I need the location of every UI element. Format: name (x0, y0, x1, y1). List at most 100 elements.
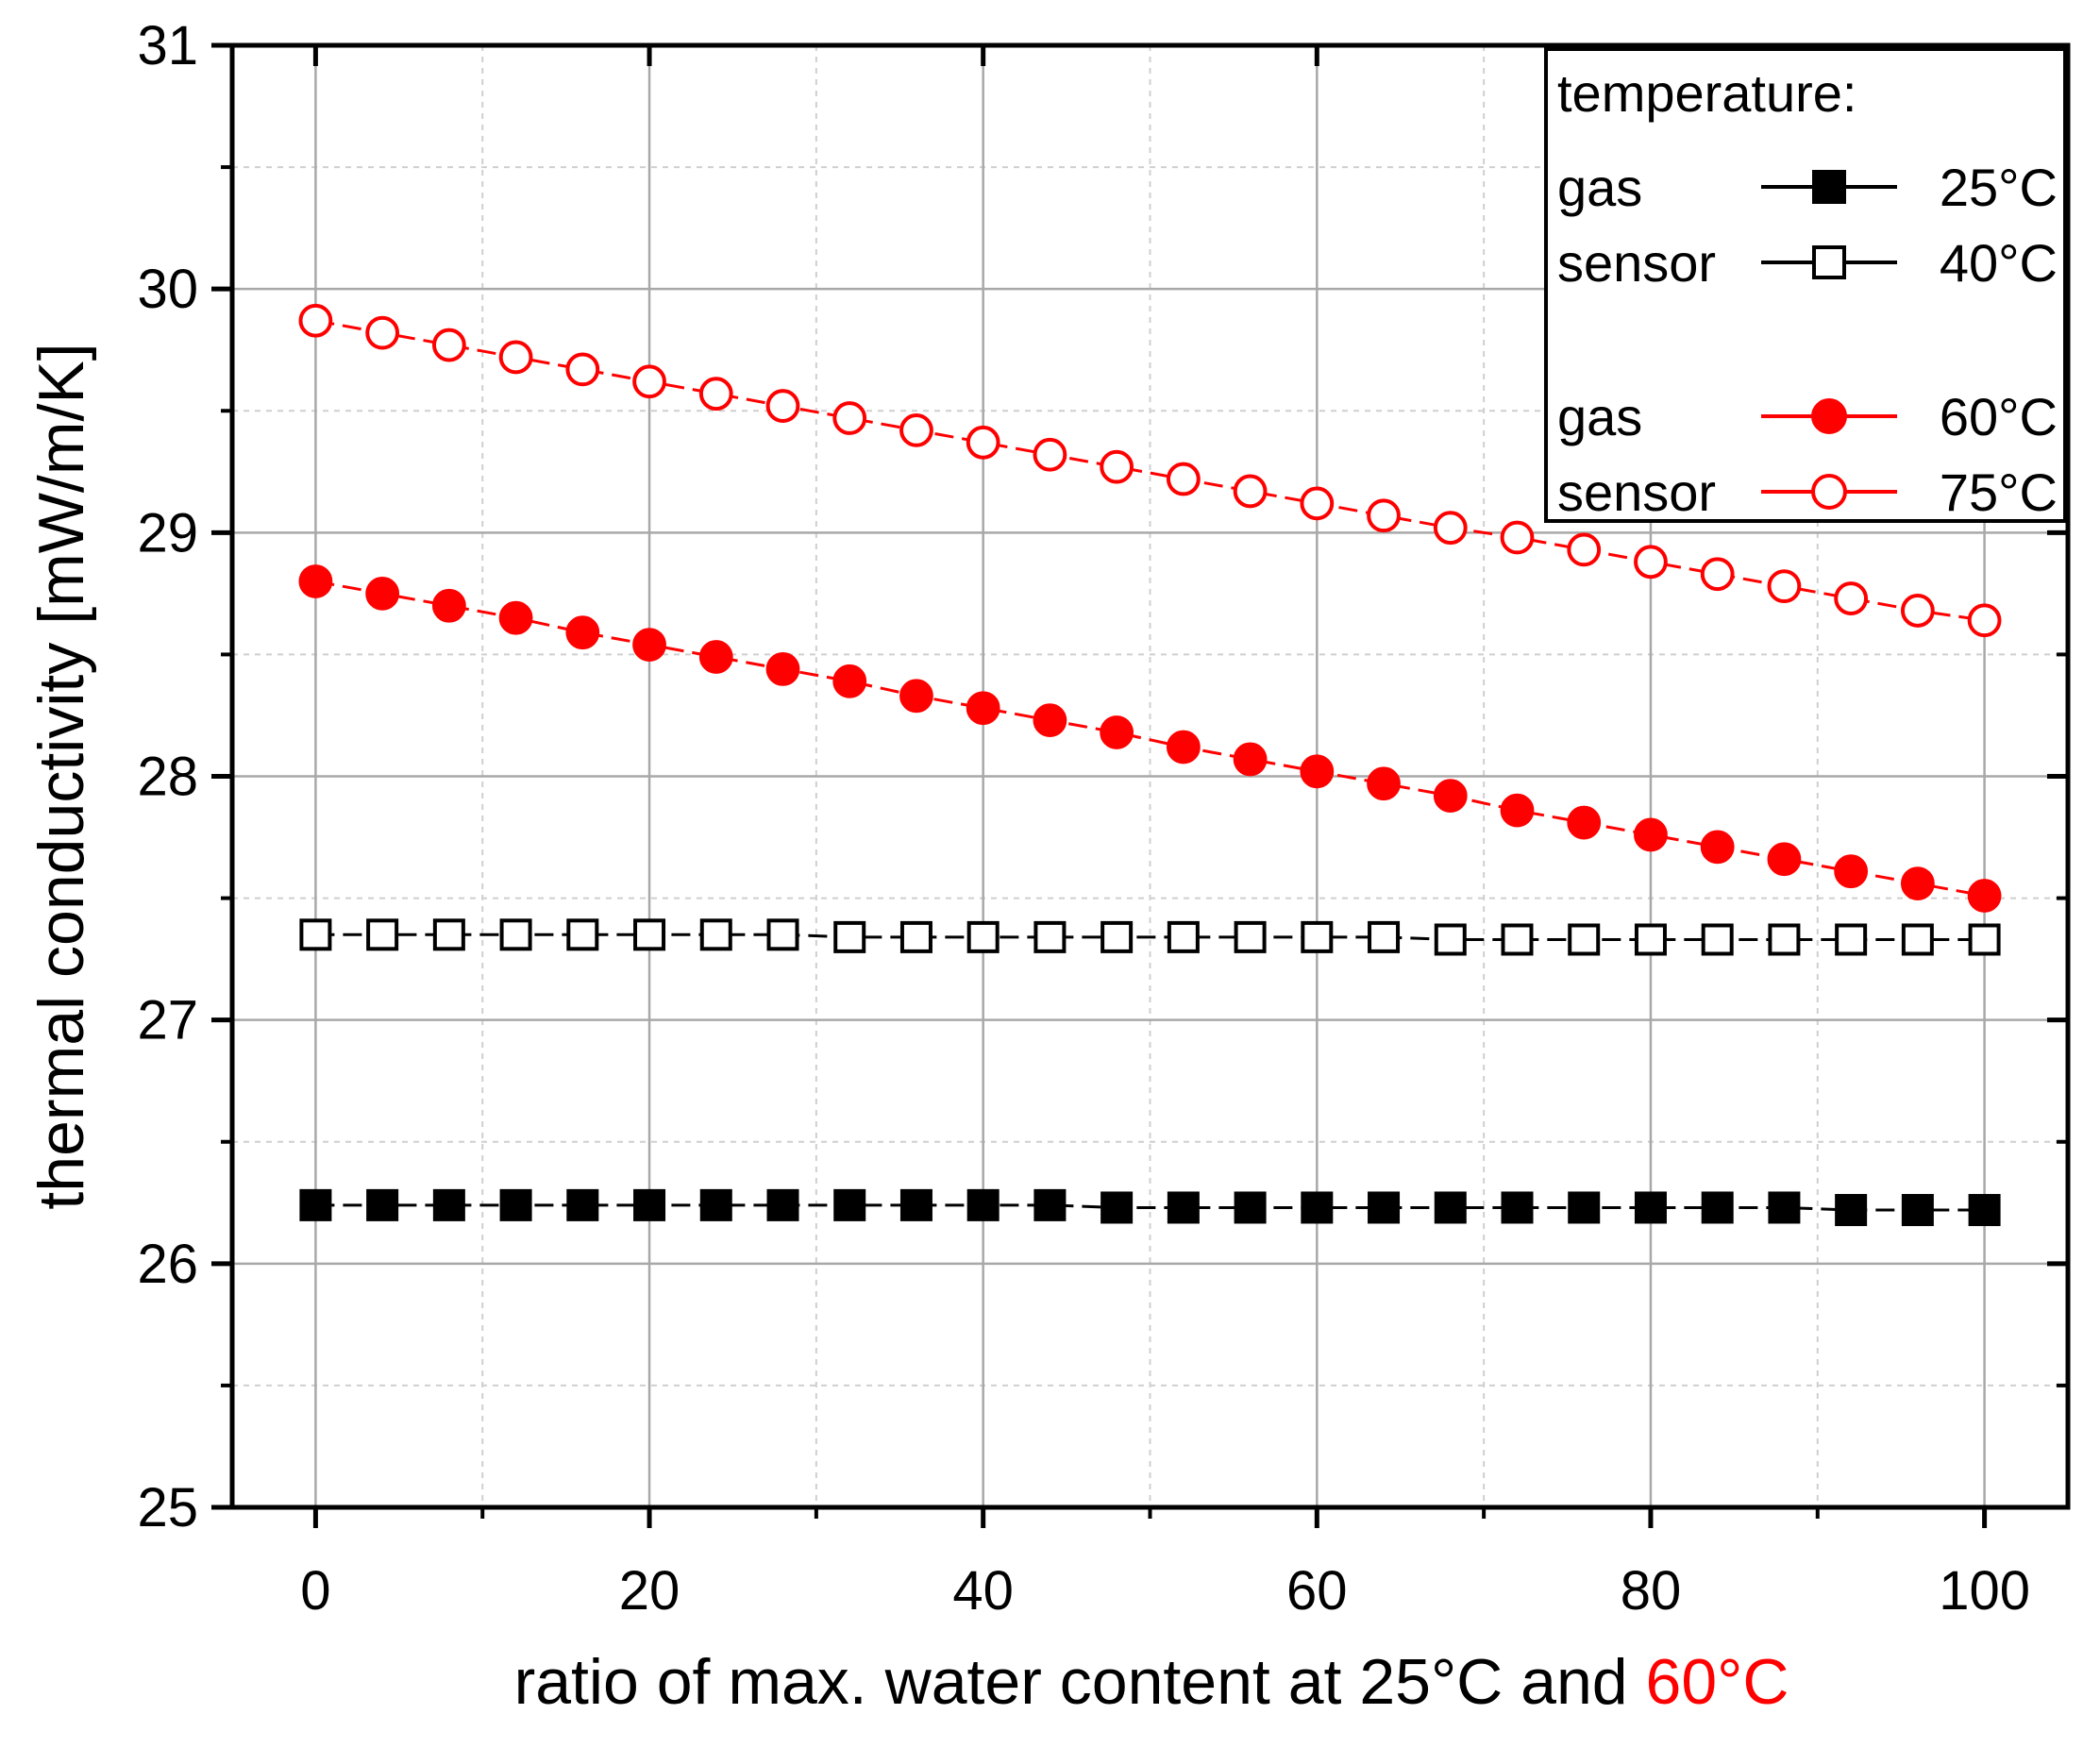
y-tick-label: 30 (137, 259, 198, 320)
data-point (1567, 532, 1602, 567)
series-1 (299, 918, 2001, 956)
data-point (1368, 1191, 1401, 1224)
data-point (833, 920, 866, 953)
data-point (498, 600, 533, 635)
data-point (1634, 923, 1667, 956)
data-point (765, 389, 800, 423)
data-point (1967, 879, 2002, 913)
data-point (1233, 742, 1268, 777)
data-point (1167, 1191, 1200, 1224)
data-point (365, 315, 400, 350)
data-point (1300, 754, 1335, 789)
data-point (1367, 498, 1401, 533)
data-point (699, 1188, 732, 1221)
x-tick-label: 100 (1939, 1560, 2030, 1622)
legend-marker (1811, 474, 1847, 510)
y-tick-label: 25 (137, 1477, 198, 1538)
y-tick-label: 31 (137, 15, 198, 76)
x-tick-label: 80 (1621, 1560, 1682, 1622)
data-point (1301, 920, 1334, 953)
legend-entry-label: gas (1557, 387, 1642, 446)
data-point (832, 664, 867, 698)
data-point (1033, 703, 1067, 738)
data-point (298, 303, 333, 338)
data-point (1367, 766, 1401, 801)
data-point (566, 1188, 599, 1221)
data-point (1100, 1191, 1134, 1224)
data-point (1166, 462, 1201, 496)
data-point (366, 918, 399, 951)
data-point (1100, 715, 1134, 749)
data-point (1501, 1191, 1534, 1224)
data-point (1500, 793, 1535, 828)
data-point (966, 920, 1000, 953)
data-point (1568, 1191, 1601, 1224)
data-point (431, 588, 466, 623)
data-point (1433, 779, 1468, 814)
data-point (1434, 923, 1467, 956)
data-point (1433, 511, 1468, 546)
data-point (1900, 594, 1935, 628)
data-point (565, 352, 600, 387)
series-3 (298, 303, 2002, 638)
data-point (899, 920, 932, 953)
data-point (1634, 545, 1668, 580)
data-point (899, 413, 933, 447)
data-point (1167, 920, 1200, 953)
data-point (432, 918, 465, 951)
data-point (899, 1188, 932, 1221)
data-point (1434, 1191, 1467, 1224)
data-point (1033, 1188, 1067, 1221)
data-point (299, 918, 332, 951)
data-point (1901, 923, 1934, 956)
data-point (632, 628, 666, 662)
data-point (1234, 1191, 1267, 1224)
data-point (633, 918, 666, 951)
data-point (1166, 730, 1201, 765)
data-point (1568, 923, 1601, 956)
data-point (1567, 805, 1602, 840)
y-tick-label: 28 (137, 747, 198, 808)
data-point (966, 1188, 1000, 1221)
data-point (1700, 830, 1735, 865)
data-point (1701, 1191, 1734, 1224)
data-point (1834, 581, 1869, 615)
axes: 0 20 40 60 80 100 25 26 27 28 29 30 31 (137, 15, 2071, 1622)
data-point (432, 1188, 465, 1221)
series-0 (299, 1188, 2001, 1227)
data-point (1634, 1191, 1667, 1224)
data-point (1768, 923, 1801, 956)
x-axis-title-part: ratio of max. water content at 25°C and (514, 1646, 1646, 1718)
legend-title: temperature: (1557, 63, 1857, 123)
data-point (499, 1188, 532, 1221)
data-point (966, 691, 1000, 726)
data-point (1300, 486, 1335, 521)
data-point (1835, 1194, 1868, 1227)
data-point (766, 1188, 799, 1221)
data-point (966, 425, 1000, 460)
legend-box (1544, 47, 2067, 523)
data-point (833, 1188, 866, 1221)
data-point (766, 918, 799, 951)
data-point (832, 401, 867, 435)
data-point (1368, 920, 1401, 953)
data-point (298, 564, 333, 598)
data-point (1767, 842, 1802, 877)
data-point (699, 918, 732, 951)
data-point (1968, 1194, 2001, 1227)
data-point (698, 640, 733, 674)
data-point (365, 576, 400, 611)
data-point (1233, 474, 1268, 509)
data-point (431, 328, 466, 362)
legend-marker (1812, 170, 1846, 204)
series-2 (298, 564, 2002, 913)
data-point (1967, 603, 2002, 638)
legend-entry-1: sensor 40°C (1557, 233, 2058, 293)
x-axis-title-part: 60°C (1646, 1646, 1789, 1718)
legend-entry-series: 75°C (1940, 462, 2058, 522)
legend-marker (1811, 398, 1847, 434)
data-point (1968, 923, 2001, 956)
legend-entry-series: 25°C (1940, 158, 2058, 217)
